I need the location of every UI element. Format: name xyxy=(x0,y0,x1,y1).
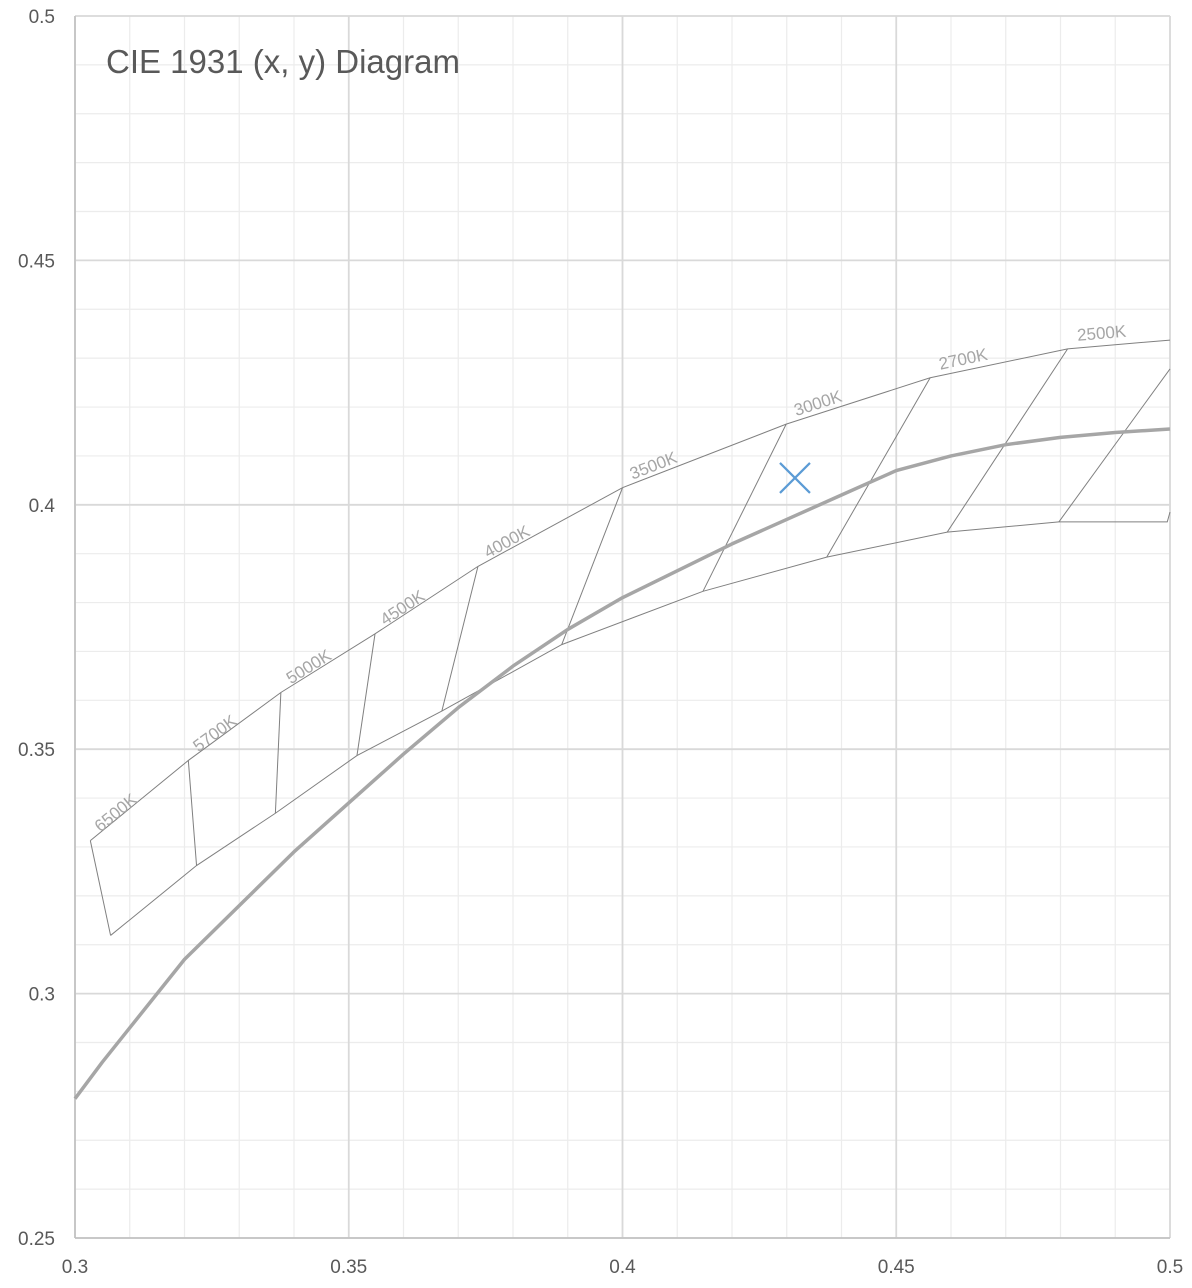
axes xyxy=(74,16,1170,1239)
x-tick-label: 0.5 xyxy=(1157,1257,1183,1278)
cct-bin-label: 4500K xyxy=(377,586,429,629)
tick-labels: 0.3 0.35 0.4 0.45 0.5 0.25 0.3 0.35 0.4 0.45 0.5 xyxy=(18,7,1183,1278)
marker-stroke xyxy=(779,462,811,494)
bin-divider xyxy=(946,348,1069,533)
x-tick-label: 0.35 xyxy=(330,1257,367,1278)
bin-divider xyxy=(702,423,787,592)
planckian-locus-layer xyxy=(73,427,1171,1100)
y-tick-label: 0.35 xyxy=(18,740,55,761)
bin-divider xyxy=(561,487,623,645)
cct-bin-label: 2500K xyxy=(1076,322,1127,345)
cct-bin-label: 4000K xyxy=(481,521,534,562)
bin-divider xyxy=(441,566,479,712)
bin-divider xyxy=(1058,368,1171,523)
bin-upper-boundary xyxy=(90,339,1171,841)
cct-bin-label: 6500K xyxy=(91,789,142,835)
bin-divider xyxy=(826,377,931,558)
data-points xyxy=(779,462,811,494)
bin-lower-boundary xyxy=(110,511,1171,936)
cct-labels: 6500K5700K5000K4500K4000K3500K3000K2700K… xyxy=(91,322,1128,836)
cct-bin-label: 3500K xyxy=(627,448,680,484)
y-tick-label: 0.3 xyxy=(29,985,55,1006)
bin-divider xyxy=(356,633,376,756)
planckian-locus xyxy=(73,427,1171,1100)
x-tick-label: 0.3 xyxy=(62,1257,88,1278)
y-tick-label: 0.25 xyxy=(18,1229,55,1250)
cct-bins xyxy=(89,339,1171,936)
cct-bin-label: 3000K xyxy=(792,387,845,420)
bin-divider xyxy=(274,692,282,814)
x-tick-label: 0.45 xyxy=(878,1257,915,1278)
data-point-marker xyxy=(779,462,811,494)
bin-divider xyxy=(187,760,198,866)
bin-divider xyxy=(89,840,112,936)
y-tick-label: 0.5 xyxy=(29,7,55,28)
cct-bin-label: 2700K xyxy=(937,345,990,374)
y-tick-label: 0.4 xyxy=(29,496,56,517)
chart-title: CIE 1931 (x, y) Diagram xyxy=(106,43,460,80)
x-tick-label: 0.4 xyxy=(609,1257,636,1278)
y-tick-label: 0.45 xyxy=(18,251,55,272)
